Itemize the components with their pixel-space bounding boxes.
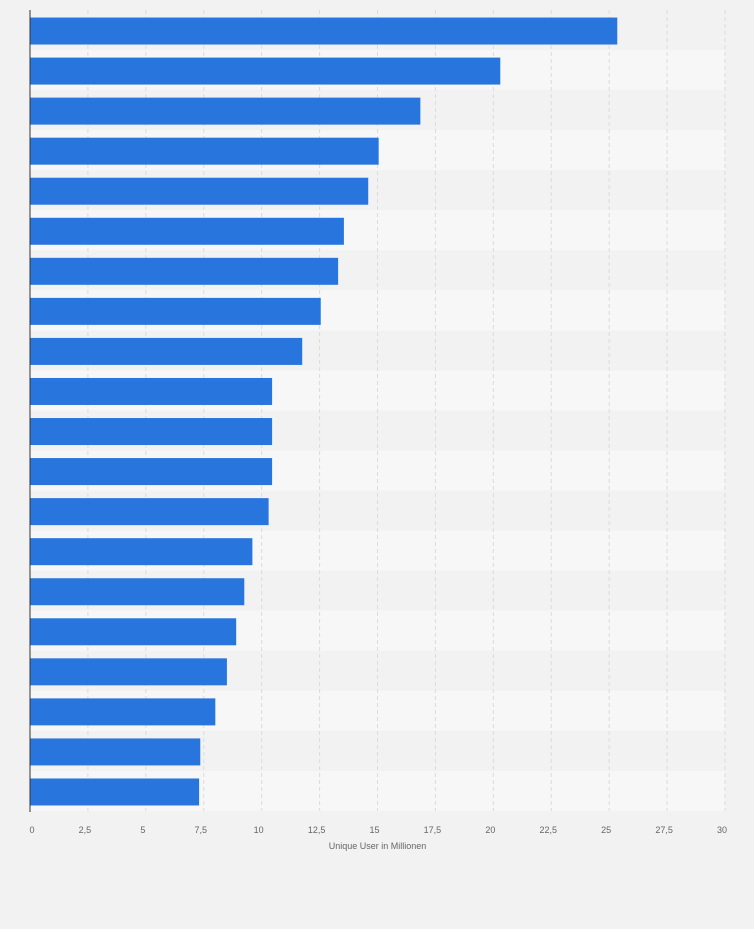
x-tick-label: 30 bbox=[717, 825, 727, 835]
bar[interactable] bbox=[30, 137, 379, 165]
bar[interactable] bbox=[30, 257, 339, 285]
bar[interactable] bbox=[30, 297, 321, 325]
bar[interactable] bbox=[30, 538, 253, 566]
bar[interactable] bbox=[30, 458, 273, 486]
bar[interactable] bbox=[30, 578, 245, 606]
bar[interactable] bbox=[30, 658, 227, 686]
x-tick-label: 25 bbox=[601, 825, 611, 835]
bar[interactable] bbox=[30, 778, 200, 806]
bar[interactable] bbox=[30, 17, 618, 45]
bar[interactable] bbox=[30, 57, 501, 85]
bar[interactable] bbox=[30, 618, 237, 646]
bar[interactable] bbox=[30, 217, 344, 245]
bar[interactable] bbox=[30, 738, 201, 766]
bar[interactable] bbox=[30, 498, 269, 526]
x-tick-label: 27,5 bbox=[655, 825, 673, 835]
bar[interactable] bbox=[30, 177, 369, 205]
bar[interactable] bbox=[30, 418, 273, 446]
bar[interactable] bbox=[30, 337, 303, 365]
x-axis-title: Unique User in Millionen bbox=[329, 841, 427, 851]
bars bbox=[30, 17, 618, 806]
bar[interactable] bbox=[30, 377, 273, 405]
x-tick-label: 5 bbox=[140, 825, 145, 835]
bar[interactable] bbox=[30, 698, 216, 726]
x-tick-label: 17,5 bbox=[424, 825, 442, 835]
x-tick-label: 2,5 bbox=[79, 825, 92, 835]
x-tick-label: 15 bbox=[369, 825, 379, 835]
x-tick-label: 20 bbox=[485, 825, 495, 835]
x-tick-label: 12,5 bbox=[308, 825, 326, 835]
x-tick-label: 22,5 bbox=[539, 825, 557, 835]
x-tick-label: 10 bbox=[254, 825, 264, 835]
x-tick-labels: 0 2,5 5 7,5 10 12,5 15 17,5 20 22,5 25 27,5 30 bbox=[29, 825, 727, 835]
bar[interactable] bbox=[30, 97, 421, 125]
x-tick-label: 0 bbox=[29, 825, 34, 835]
x-tick-label: 7,5 bbox=[194, 825, 207, 835]
